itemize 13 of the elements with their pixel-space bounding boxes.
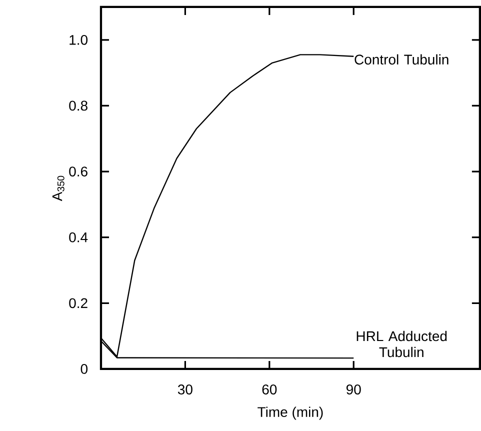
y-tick-label: 0.2 bbox=[69, 298, 88, 308]
y-tick-label: 0.8 bbox=[69, 100, 88, 111]
y-tick-label: 0.4 bbox=[69, 232, 88, 242]
y-tick-label: 0.6 bbox=[69, 166, 88, 177]
series-label: HRL Adducted Tubulin bbox=[356, 330, 447, 358]
y-axis-title: A$_{350}$ bbox=[52, 176, 64, 202]
x-tick-label: 30 bbox=[178, 384, 192, 394]
series-label: Control Tubulin bbox=[354, 54, 448, 65]
y-tick-label: 0 bbox=[80, 364, 88, 374]
x-axis-title: Time (min) bbox=[258, 406, 323, 420]
x-tick-label: 60 bbox=[262, 384, 277, 394]
x-tick-label: 90 bbox=[346, 384, 361, 394]
y-tick-label: 1.0 bbox=[70, 34, 88, 45]
